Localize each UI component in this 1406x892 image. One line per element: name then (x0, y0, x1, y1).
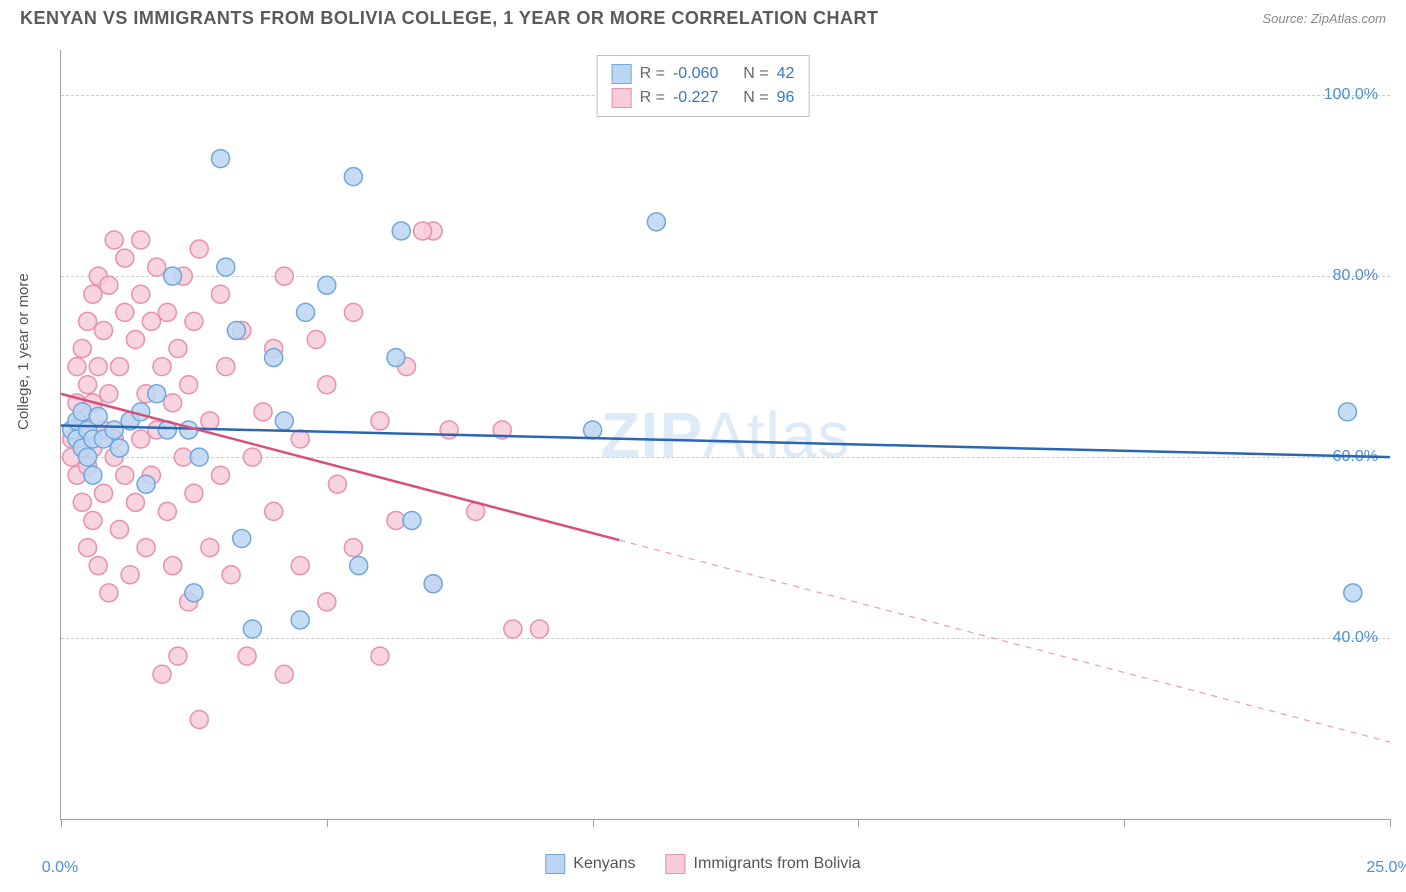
chart-title: KENYAN VS IMMIGRANTS FROM BOLIVIA COLLEG… (20, 8, 879, 29)
y-axis-label: College, 1 year or more (15, 273, 32, 430)
n-value: 96 (777, 89, 795, 107)
x-tick (593, 819, 594, 827)
source-label: Source: ZipAtlas.com (1262, 11, 1386, 26)
r-label: R = (640, 89, 665, 107)
x-tick-label: 25.0% (1366, 859, 1406, 877)
x-tick (1124, 819, 1125, 827)
stats-row-bolivia: R = -0.227 N = 96 (612, 86, 795, 110)
legend-item-kenyans: Kenyans (545, 854, 635, 874)
n-label: N = (743, 89, 768, 107)
swatch-bolivia (612, 88, 632, 108)
swatch-kenyans (612, 64, 632, 84)
bottom-legend: Kenyans Immigrants from Bolivia (545, 854, 860, 874)
x-tick (327, 819, 328, 827)
stats-legend: R = -0.060 N = 42 R = -0.227 N = 96 (597, 55, 810, 117)
n-label: N = (743, 65, 768, 83)
r-value: -0.227 (673, 89, 718, 107)
plot-svg (61, 50, 1390, 819)
chart-area: ZIPAtlas 40.0%60.0%80.0%100.0% (60, 50, 1390, 820)
r-label: R = (640, 65, 665, 83)
legend-swatch-kenyans (545, 854, 565, 874)
legend-label-bolivia: Immigrants from Bolivia (694, 855, 861, 873)
x-tick-label: 0.0% (42, 859, 78, 877)
legend-swatch-bolivia (666, 854, 686, 874)
x-tick (858, 819, 859, 827)
chart-header: KENYAN VS IMMIGRANTS FROM BOLIVIA COLLEG… (0, 0, 1406, 41)
x-tick (61, 819, 62, 827)
x-tick (1390, 819, 1391, 827)
stats-row-kenyans: R = -0.060 N = 42 (612, 62, 795, 86)
legend-item-bolivia: Immigrants from Bolivia (666, 854, 861, 874)
legend-label-kenyans: Kenyans (573, 855, 635, 873)
n-value: 42 (777, 65, 795, 83)
r-value: -0.060 (673, 65, 718, 83)
